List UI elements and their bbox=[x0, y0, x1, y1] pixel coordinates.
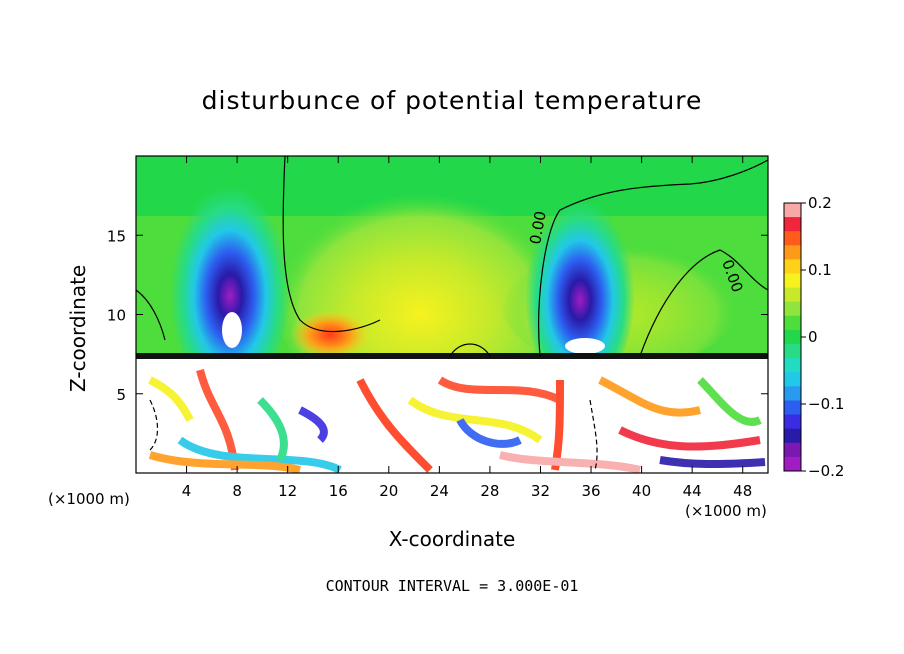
x-unit-label-right: (×1000 m) bbox=[685, 502, 767, 520]
x-axis-title: X-coordinate bbox=[388, 527, 516, 551]
colorbar-swatch bbox=[784, 344, 801, 359]
colorbar-swatch bbox=[784, 400, 801, 416]
y-tick-label: 15 bbox=[107, 227, 126, 245]
x-tick-label: 12 bbox=[278, 482, 297, 500]
x-tick-label: 44 bbox=[683, 482, 702, 500]
colorbar-tick-label: 0.1 bbox=[808, 261, 832, 279]
colorbar-swatch bbox=[784, 245, 801, 260]
colorbar-tick-label: −0.1 bbox=[808, 395, 844, 413]
colorbar-swatch bbox=[784, 358, 801, 373]
x-tick-label: 40 bbox=[632, 482, 651, 500]
x-tick-label: 20 bbox=[379, 482, 398, 500]
colorbar-tick-label: 0 bbox=[808, 328, 818, 346]
x-tick-label: 16 bbox=[329, 482, 348, 500]
colorbar-swatch bbox=[784, 442, 801, 458]
contour-interval-note: CONTOUR INTERVAL = 3.000E-01 bbox=[325, 577, 579, 595]
colorbar-ticks: 0.2 0.1 0 −0.1 −0.2 bbox=[801, 194, 844, 480]
colorbar-swatch bbox=[784, 273, 801, 289]
y-axis-title: Z-coordinate bbox=[66, 264, 90, 392]
colorbar-swatch bbox=[784, 259, 801, 275]
negative-plume-left bbox=[170, 175, 290, 395]
colorbar-swatch bbox=[784, 414, 801, 430]
heatmap-field bbox=[136, 156, 768, 473]
negative-plume-right bbox=[525, 190, 635, 390]
colorbar-swatch bbox=[784, 329, 801, 345]
colorbar-swatch bbox=[784, 231, 801, 246]
x-tick-label: 36 bbox=[581, 482, 600, 500]
x-unit-label-left: (×1000 m) bbox=[48, 490, 130, 508]
colorbar-swatch bbox=[784, 301, 801, 317]
colorbar-swatch bbox=[784, 203, 801, 218]
y-tick-label: 5 bbox=[116, 386, 126, 404]
colorbar-swatch bbox=[784, 287, 801, 303]
contour-label: 0.00 bbox=[526, 210, 550, 246]
colorbar-swatch bbox=[784, 372, 801, 387]
y-tick-label: 10 bbox=[107, 307, 126, 325]
colorbar-swatch bbox=[784, 456, 801, 472]
x-axis-ticks: 4 8 12 16 20 24 28 32 36 40 44 48 bbox=[182, 156, 752, 500]
x-tick-label: 4 bbox=[182, 482, 192, 500]
colorbar-swatch bbox=[784, 386, 801, 401]
x-tick-label: 28 bbox=[480, 482, 499, 500]
x-tick-label: 32 bbox=[531, 482, 550, 500]
colorbar-swatch bbox=[784, 217, 801, 232]
colorbar bbox=[783, 202, 802, 472]
colorbar-swatch bbox=[784, 315, 801, 331]
chart-title: disturbunce of potential temperature bbox=[201, 86, 703, 115]
x-tick-label: 48 bbox=[733, 482, 752, 500]
y-axis-ticks: 5 10 15 bbox=[107, 227, 768, 404]
colorbar-tick-label: 0.2 bbox=[808, 194, 832, 212]
colorbar-swatch bbox=[784, 428, 801, 444]
x-tick-label: 24 bbox=[430, 482, 449, 500]
colorbar-tick-label: −0.2 bbox=[808, 462, 844, 480]
x-tick-label: 8 bbox=[232, 482, 242, 500]
